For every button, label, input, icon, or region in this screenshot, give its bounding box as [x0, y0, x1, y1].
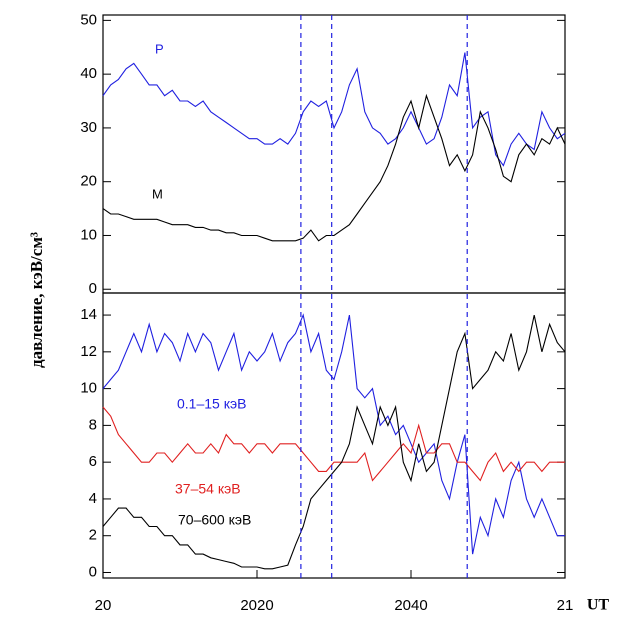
series-label: P — [155, 41, 164, 56]
x-tick-label: 2020 — [240, 597, 273, 614]
series-line — [102, 52, 566, 167]
y-axis-label: давление, кэВ/см³ — [27, 232, 46, 368]
series-line — [102, 313, 565, 555]
panel-frame — [102, 292, 566, 579]
y-tick-label: 30 — [80, 119, 97, 136]
series-line — [102, 406, 565, 482]
x-tick-label: 21 — [557, 597, 574, 614]
series-label: 0.1–15 кэВ — [177, 396, 246, 412]
y-tick-label: 2 — [89, 527, 97, 544]
y-tick-label: 40 — [80, 65, 97, 82]
series-label: 70–600 кэВ — [178, 512, 251, 528]
series-line — [102, 314, 566, 570]
y-tick-label: 6 — [89, 453, 97, 470]
y-tick-label: 0 — [89, 280, 97, 297]
series-label: M — [152, 186, 163, 201]
x-tick-label: 2040 — [394, 597, 427, 614]
series-line — [102, 93, 566, 242]
y-tick-label: 8 — [89, 416, 97, 433]
y-tick-label: 12 — [80, 343, 97, 360]
y-tick-label: 14 — [80, 306, 97, 323]
series-label: 37–54 кэВ — [175, 481, 241, 497]
y-tick-label: 50 — [80, 11, 97, 28]
x-axis-label: UT — [587, 597, 610, 614]
y-tick-label: 10 — [80, 380, 97, 397]
y-tick-label: 10 — [80, 226, 97, 243]
y-tick-label: 20 — [80, 173, 97, 190]
x-tick-label: 20 — [95, 597, 112, 614]
y-tick-label: 0 — [89, 563, 97, 580]
y-tick-label: 4 — [89, 490, 97, 507]
